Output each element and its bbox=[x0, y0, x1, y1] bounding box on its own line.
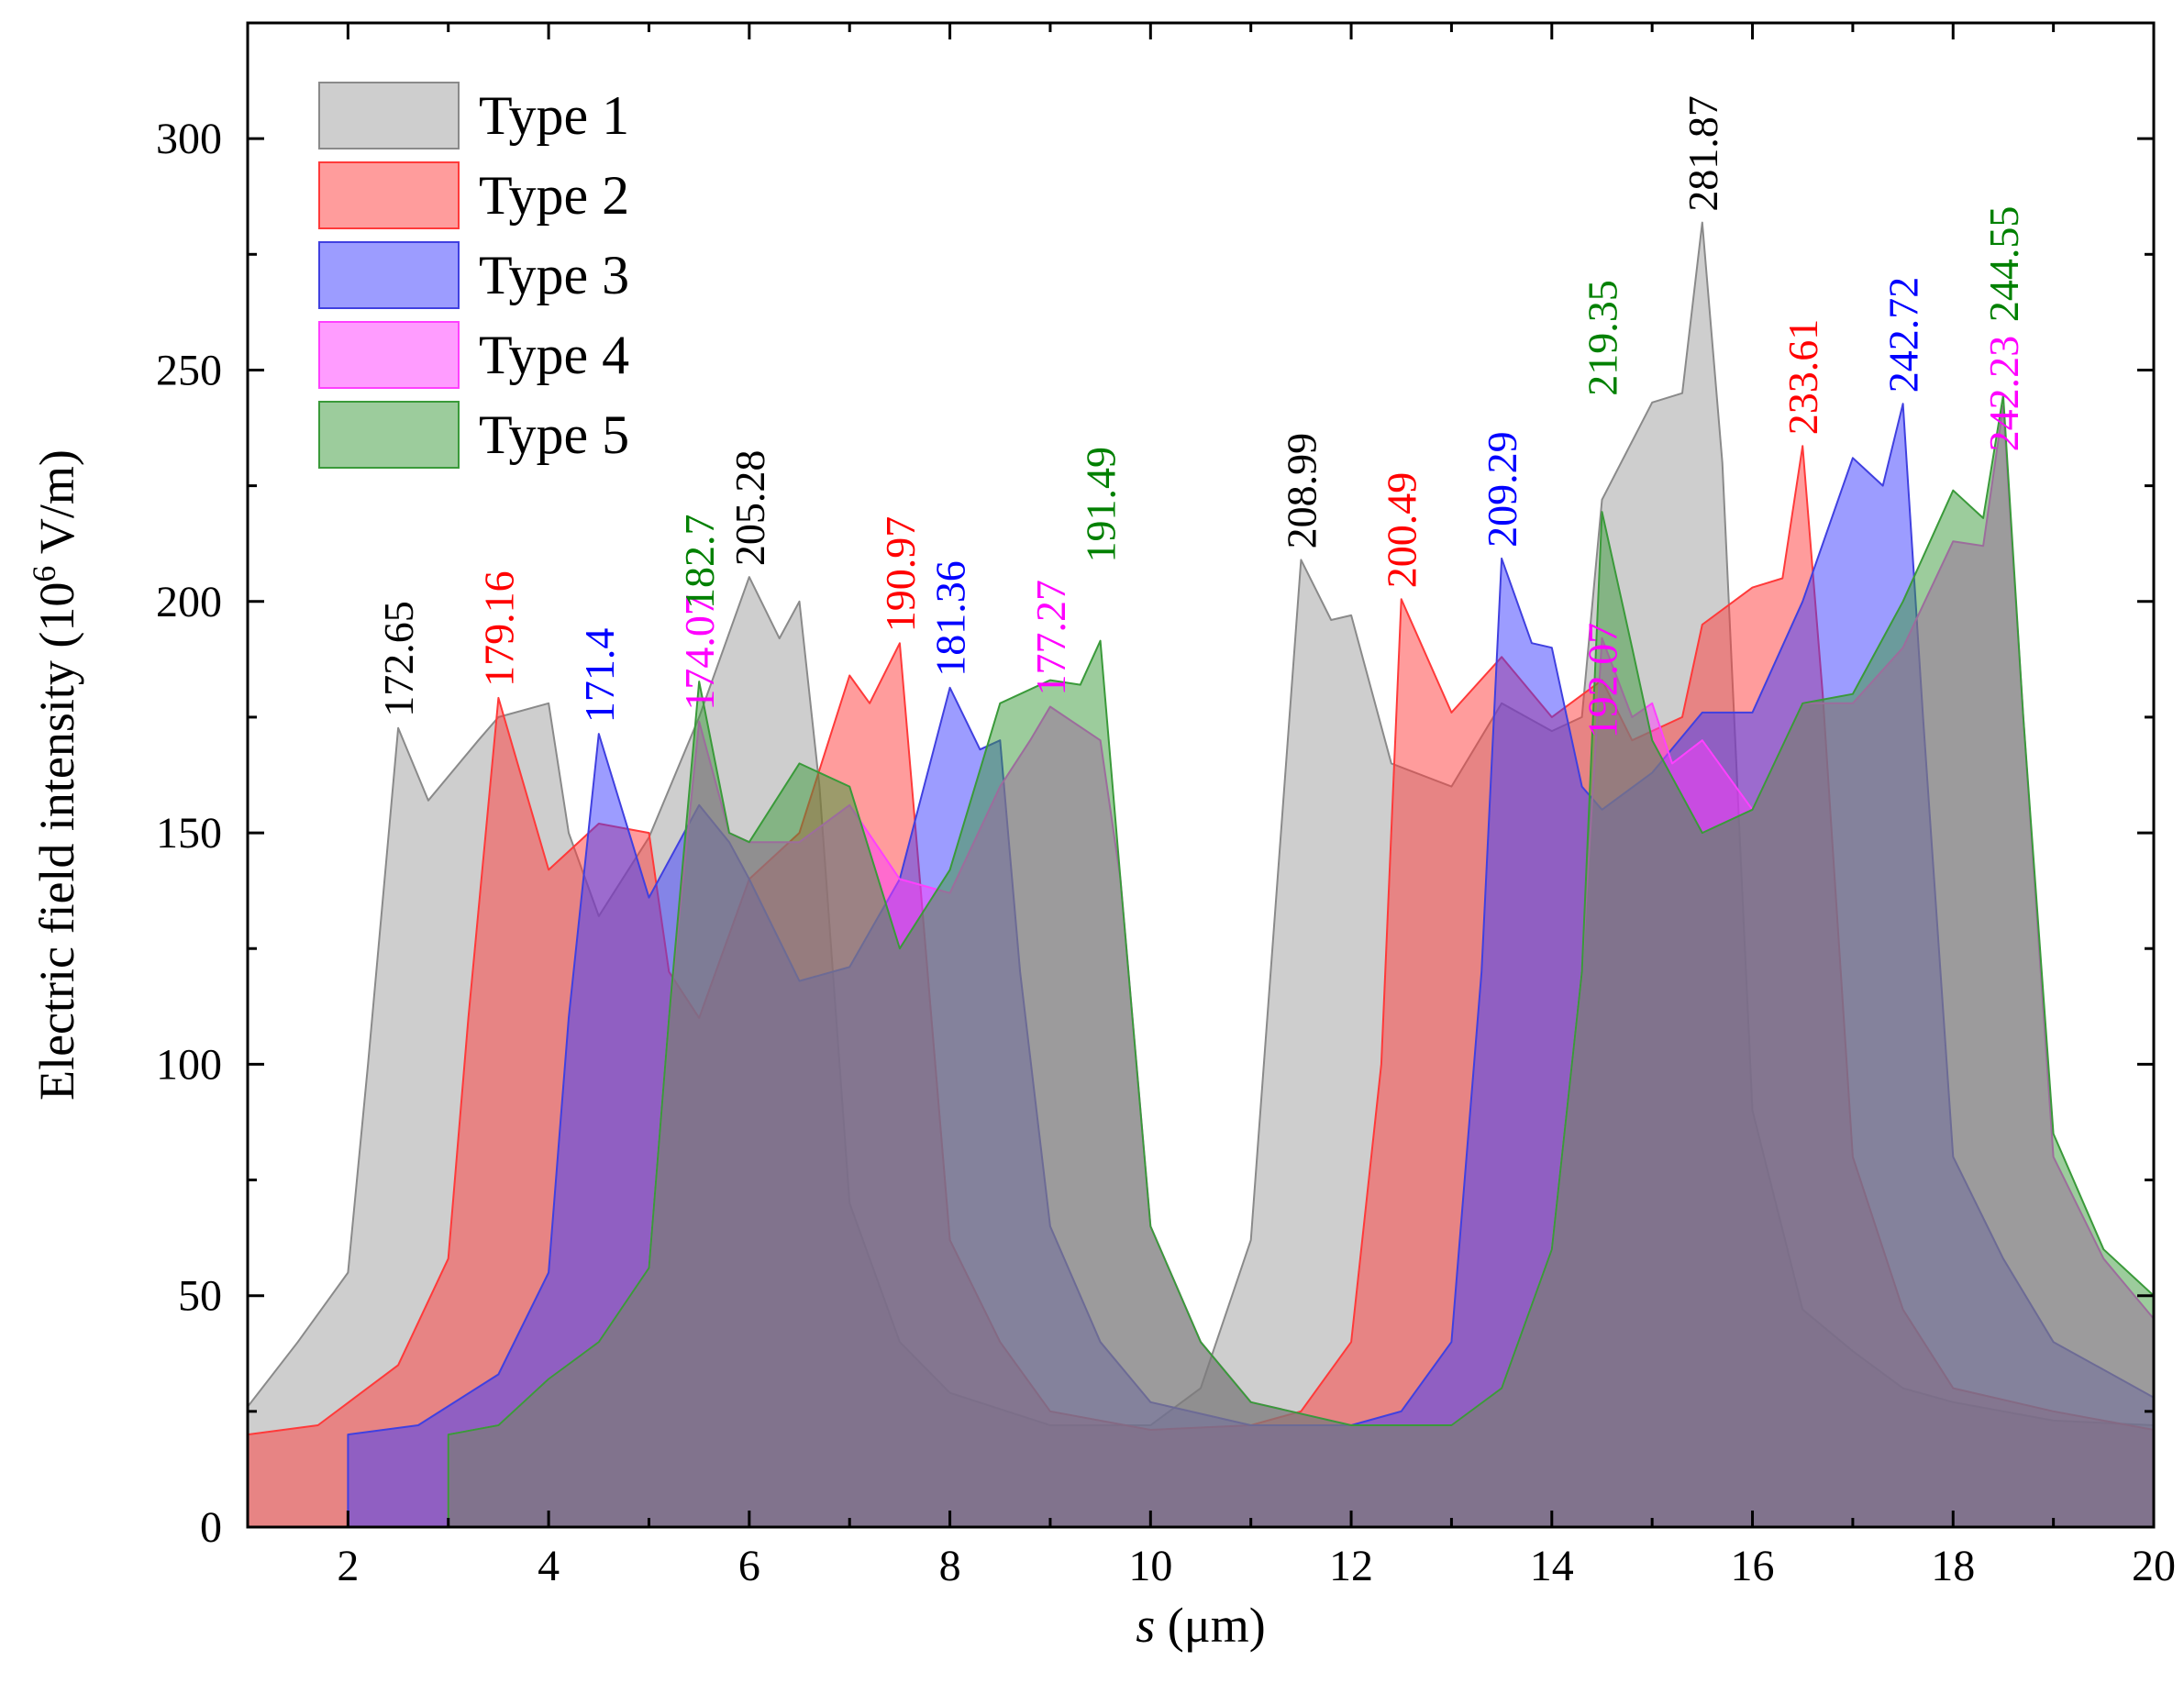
peak-label: 192.07 bbox=[1580, 623, 1626, 739]
peak-label: 208.99 bbox=[1278, 433, 1325, 549]
peak-label: 181.36 bbox=[927, 560, 974, 677]
peak-label: 242.23 bbox=[1980, 336, 2027, 452]
x-tick-label: 12 bbox=[1329, 1542, 1373, 1590]
legend-swatch-type-3 bbox=[318, 241, 460, 309]
x-tick-label: 6 bbox=[738, 1542, 760, 1590]
y-tick-label: 200 bbox=[156, 578, 222, 626]
x-tick-label: 8 bbox=[939, 1542, 961, 1590]
x-axis-ticks: 2 4 6 8 10 12 14 16 18 20 bbox=[337, 23, 2176, 1590]
peak-label: 172.65 bbox=[375, 601, 422, 717]
peak-label: 200.49 bbox=[1379, 472, 1425, 589]
y-tick-label: 0 bbox=[200, 1503, 222, 1552]
legend-swatch-type-2 bbox=[318, 161, 460, 229]
peak-label: 209.29 bbox=[1479, 431, 1525, 548]
legend-label: Type 4 bbox=[479, 325, 629, 385]
plot-frame bbox=[246, 21, 2156, 1529]
x-axis-title: s (μm) bbox=[1136, 1598, 1265, 1653]
peak-label: 179.16 bbox=[475, 570, 522, 687]
peak-label: 191.49 bbox=[1078, 447, 1125, 563]
x-tick-label: 10 bbox=[1128, 1542, 1172, 1590]
legend-swatch-type-1 bbox=[318, 82, 460, 149]
legend-swatch-type-5 bbox=[318, 401, 460, 469]
peak-label: 205.28 bbox=[726, 450, 773, 567]
x-tick-label: 18 bbox=[1931, 1542, 1975, 1590]
peak-label: 171.4 bbox=[576, 628, 623, 724]
x-tick-label: 4 bbox=[538, 1542, 560, 1590]
peak-label: 190.97 bbox=[877, 516, 924, 633]
legend-label: Type 2 bbox=[479, 165, 629, 226]
x-tick-label: 14 bbox=[1530, 1542, 1574, 1590]
peak-label: 244.55 bbox=[1980, 206, 2027, 323]
legend-swatch-type-4 bbox=[318, 321, 460, 389]
y-tick-label: 300 bbox=[156, 115, 222, 163]
peak-label: 174.07 bbox=[676, 594, 723, 711]
y-tick-label: 100 bbox=[156, 1040, 222, 1089]
legend: Type 1 Type 2 Type 3 Type 4 Type 5 bbox=[318, 82, 629, 469]
peak-label: 177.27 bbox=[1027, 580, 1074, 696]
legend-label: Type 1 bbox=[479, 85, 629, 146]
y-tick-label: 150 bbox=[156, 809, 222, 858]
x-tick-label: 2 bbox=[337, 1542, 359, 1590]
legend-label: Type 3 bbox=[479, 245, 629, 305]
peak-label: 219.35 bbox=[1580, 280, 1626, 396]
peak-label: 242.72 bbox=[1880, 277, 1927, 393]
legend-label: Type 5 bbox=[479, 404, 629, 465]
area-series-type-5 bbox=[447, 394, 2155, 1528]
peak-label: 281.87 bbox=[1680, 95, 1726, 212]
area-series-layer bbox=[247, 221, 2155, 1528]
x-tick-label: 20 bbox=[2132, 1542, 2176, 1590]
peak-label: 233.61 bbox=[1779, 319, 1826, 436]
y-tick-label: 50 bbox=[178, 1272, 222, 1321]
peak-label: 182.7 bbox=[676, 515, 723, 610]
y-axis-ticks: 0 50 100 150 200 250 300 bbox=[156, 115, 2154, 1552]
y-tick-label: 250 bbox=[156, 346, 222, 394]
x-tick-label: 16 bbox=[1731, 1542, 1775, 1590]
y-axis-title: Electric field intensity (106 V/m) bbox=[26, 449, 84, 1101]
